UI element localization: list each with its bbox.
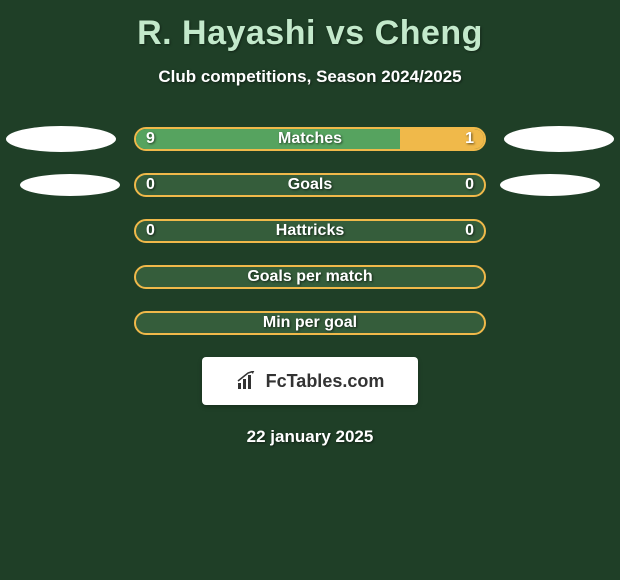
stat-row: Matches 9 1 bbox=[0, 127, 620, 151]
stat-bar: Hattricks 0 0 bbox=[134, 219, 486, 243]
player-left-marker bbox=[6, 126, 116, 152]
stat-bar: Matches 9 1 bbox=[134, 127, 486, 151]
stat-value-left: 0 bbox=[146, 222, 155, 240]
stat-value-right: 0 bbox=[465, 222, 474, 240]
bar-left-fill bbox=[136, 129, 400, 149]
subtitle: Club competitions, Season 2024/2025 bbox=[0, 67, 620, 87]
logo-text: FcTables.com bbox=[266, 371, 385, 392]
stat-value-left: 9 bbox=[146, 130, 155, 148]
stat-label: Goals per match bbox=[247, 268, 372, 286]
player-left-marker bbox=[20, 174, 120, 196]
player-right-marker bbox=[500, 174, 600, 196]
stat-row: Goals 0 0 bbox=[0, 173, 620, 197]
stat-bar: Goals 0 0 bbox=[134, 173, 486, 197]
stat-value-right: 1 bbox=[465, 130, 474, 148]
chart-icon bbox=[236, 371, 260, 391]
stat-label: Hattricks bbox=[276, 222, 344, 240]
stat-value-left: 0 bbox=[146, 176, 155, 194]
player-right-marker bbox=[504, 126, 614, 152]
stat-label: Matches bbox=[278, 130, 342, 148]
stat-label: Goals bbox=[288, 176, 332, 194]
attribution-logo: FcTables.com bbox=[202, 357, 418, 405]
stats-rows: Matches 9 1 Goals 0 0 Hattricks 0 0 Goals per mat… bbox=[0, 127, 620, 335]
stat-bar: Goals per match bbox=[134, 265, 486, 289]
stat-label: Min per goal bbox=[263, 314, 357, 332]
stat-row: Goals per match bbox=[0, 265, 620, 289]
stat-bar: Min per goal bbox=[134, 311, 486, 335]
stat-row: Hattricks 0 0 bbox=[0, 219, 620, 243]
date-label: 22 january 2025 bbox=[0, 427, 620, 447]
stat-row: Min per goal bbox=[0, 311, 620, 335]
stat-value-right: 0 bbox=[465, 176, 474, 194]
page-title: R. Hayashi vs Cheng bbox=[0, 0, 620, 53]
